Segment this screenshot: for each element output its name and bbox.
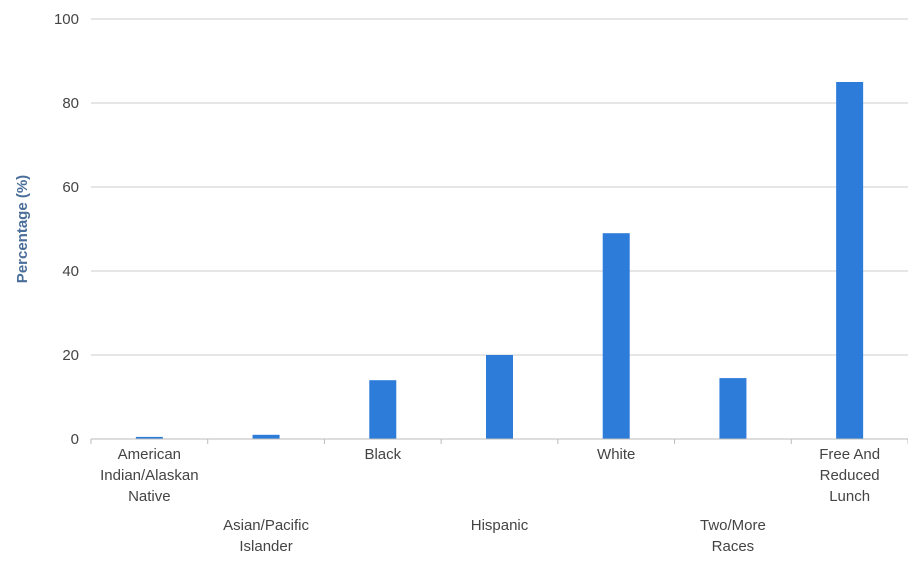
x-category-label-line: Asian/Pacific bbox=[223, 517, 309, 534]
bar bbox=[719, 378, 747, 439]
x-category-label: Black bbox=[364, 446, 401, 463]
x-category-label-line: Native bbox=[128, 488, 171, 505]
x-category-label: American Indian/Alaskan Native bbox=[100, 446, 198, 505]
x-category-label-line: American bbox=[118, 446, 181, 463]
x-category-label-line: Races bbox=[712, 538, 755, 555]
x-category-label: Asian/Pacific Islander bbox=[223, 517, 309, 555]
x-category-label-line: Black bbox=[364, 446, 401, 463]
x-category-label-line: Hispanic bbox=[471, 517, 529, 534]
x-category-label-line: Islander bbox=[239, 538, 292, 555]
x-category-label-line: Lunch bbox=[829, 488, 870, 505]
y-axis-label: Percentage (%) bbox=[14, 175, 31, 283]
x-category-label: Free And Reduced Lunch bbox=[819, 446, 880, 505]
bar bbox=[602, 233, 630, 439]
x-axis bbox=[90, 438, 908, 444]
gridlines bbox=[91, 18, 908, 356]
bars bbox=[135, 82, 864, 439]
y-tick-label: 80 bbox=[62, 95, 79, 112]
bar bbox=[252, 434, 280, 439]
x-category-label: Two/More Races bbox=[700, 517, 766, 555]
x-category-label-line: Free And bbox=[819, 446, 880, 463]
y-tick-label: 60 bbox=[62, 179, 79, 196]
x-category-label: White bbox=[597, 446, 635, 463]
bar bbox=[369, 380, 397, 439]
x-category-label-line: White bbox=[597, 446, 635, 463]
x-category-label-line: Indian/Alaskan bbox=[100, 467, 198, 484]
y-tick-label: 100 bbox=[54, 11, 79, 28]
x-category-label: Hispanic bbox=[471, 517, 529, 534]
y-tick-label: 20 bbox=[62, 347, 79, 364]
y-axis-ticks: 0 20 40 60 80 100 bbox=[54, 11, 79, 448]
bar bbox=[135, 436, 163, 439]
x-category-label-line: Two/More bbox=[700, 517, 766, 534]
x-category-label-line: Reduced bbox=[820, 467, 880, 484]
bar bbox=[486, 355, 513, 439]
y-tick-label: 0 bbox=[71, 431, 79, 448]
x-axis-category-labels: American Indian/Alaskan Native Asian/Pacifi… bbox=[100, 446, 880, 555]
bar bbox=[836, 82, 864, 439]
y-tick-label: 40 bbox=[62, 263, 79, 280]
